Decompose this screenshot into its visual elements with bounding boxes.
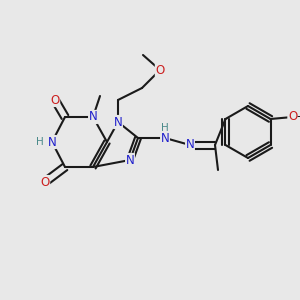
- Text: -: -: [296, 110, 300, 124]
- Text: O: O: [288, 110, 297, 124]
- Text: N: N: [160, 131, 169, 145]
- Text: N: N: [114, 116, 122, 128]
- Text: N: N: [48, 136, 56, 148]
- Text: O: O: [40, 176, 50, 188]
- Text: H: H: [36, 137, 44, 147]
- Text: N: N: [186, 139, 194, 152]
- Text: N: N: [88, 110, 98, 124]
- Text: H: H: [161, 123, 169, 133]
- Text: O: O: [50, 94, 60, 106]
- Text: O: O: [155, 64, 165, 76]
- Text: N: N: [126, 154, 134, 166]
